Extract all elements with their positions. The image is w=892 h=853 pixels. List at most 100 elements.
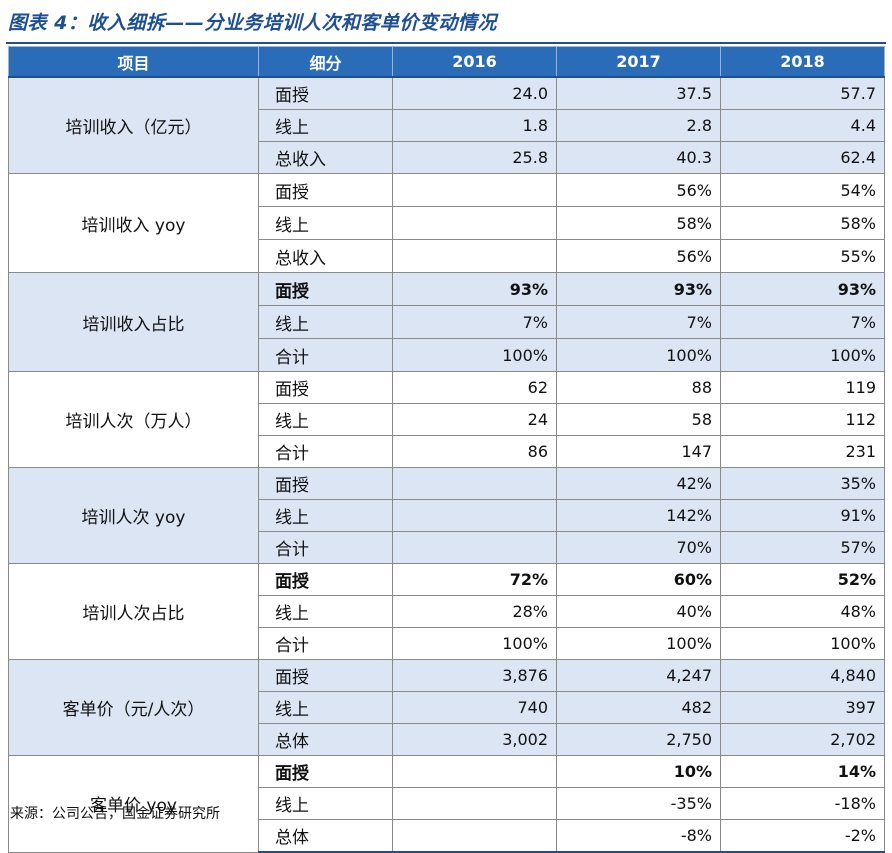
cell-2018: 55% bbox=[720, 239, 885, 273]
row-subitem: 线上 bbox=[258, 595, 393, 628]
table-row: 总收入 25.8 40.3 62.4 bbox=[9, 141, 885, 174]
cell-2018: 91% bbox=[720, 499, 885, 532]
cell-2016 bbox=[392, 206, 557, 240]
row-subitem: 线上 bbox=[258, 787, 393, 820]
cell-2016 bbox=[392, 467, 557, 500]
cell-2016: 3,876 bbox=[392, 659, 557, 692]
figure-title: 图表 4：收入细拆——分业务培训人次和客单价变动情况 bbox=[8, 12, 497, 34]
cell-2016: 28% bbox=[392, 595, 557, 628]
cell-2018: 57.7 bbox=[720, 76, 885, 110]
cell-2017: 482 bbox=[556, 691, 721, 724]
cell-2017: 56% bbox=[556, 239, 721, 273]
cell-2016: 25.8 bbox=[392, 141, 557, 174]
cell-2017: 93% bbox=[556, 272, 721, 306]
cell-2017: 70% bbox=[556, 531, 721, 564]
cell-2018: 397 bbox=[720, 691, 885, 724]
cell-2018: 4,840 bbox=[720, 659, 885, 692]
data-table: 项目 细分 2016 2017 2018 培训收入（亿元） 面授 24.0 37.5 5… bbox=[8, 46, 885, 853]
cell-2016 bbox=[392, 819, 557, 853]
cell-2016 bbox=[392, 787, 557, 820]
table-group: 培训人次（万人） 面授 62 88 119 线上 24 58 112 合计 86 147 231 bbox=[8, 371, 885, 468]
cell-2018: 100% bbox=[720, 627, 885, 660]
cell-2016 bbox=[392, 239, 557, 273]
table-row: 合计 100% 100% 100% bbox=[9, 627, 885, 660]
row-subitem: 面授 bbox=[258, 467, 393, 500]
row-subitem: 合计 bbox=[258, 435, 393, 468]
cell-2017: 60% bbox=[556, 563, 721, 596]
cell-2018: 4.4 bbox=[720, 109, 885, 142]
cell-2016: 93% bbox=[392, 272, 557, 306]
table-row: 线上 24 58 112 bbox=[9, 403, 885, 436]
cell-2017: 100% bbox=[556, 338, 721, 372]
cell-2017: -8% bbox=[556, 819, 721, 853]
group-label: 培训收入（亿元） bbox=[8, 76, 259, 174]
table-row: 线上 7% 7% 7% bbox=[9, 305, 885, 339]
table-group: 培训人次占比 面授 72% 60% 52% 线上 28% 40% 48% 合计 100% 100% 10… bbox=[8, 563, 885, 660]
table-row: 线上 -35% -18% bbox=[9, 787, 885, 820]
cell-2016 bbox=[392, 755, 557, 788]
header-item: 项目 bbox=[8, 46, 259, 78]
cell-2016: 100% bbox=[392, 338, 557, 372]
table-group: 培训人次 yoy 面授 42% 35% 线上 142% 91% 合计 70% 57% bbox=[8, 467, 885, 564]
cell-2017: 2.8 bbox=[556, 109, 721, 142]
group-label: 培训人次 yoy bbox=[8, 467, 259, 564]
row-subitem: 合计 bbox=[258, 627, 393, 660]
row-subitem: 面授 bbox=[258, 659, 393, 692]
row-subitem: 面授 bbox=[258, 563, 393, 596]
table-row: 线上 58% 58% bbox=[9, 206, 885, 240]
group-label: 客单价（元/人次） bbox=[8, 659, 259, 756]
group-label: 培训人次占比 bbox=[8, 563, 259, 660]
row-subitem: 线上 bbox=[258, 691, 393, 724]
source-note: 来源：公司公告，国金证券研究所 bbox=[10, 806, 220, 822]
cell-2016: 86 bbox=[392, 435, 557, 468]
row-subitem: 线上 bbox=[258, 403, 393, 436]
cell-2018: 52% bbox=[720, 563, 885, 596]
table-row: 总体 3,002 2,750 2,702 bbox=[9, 723, 885, 756]
cell-2018: 48% bbox=[720, 595, 885, 628]
row-subitem: 线上 bbox=[258, 206, 393, 240]
cell-2018: 2,702 bbox=[720, 723, 885, 756]
header-row: 项目 细分 2016 2017 2018 bbox=[8, 46, 885, 78]
cell-2018: 57% bbox=[720, 531, 885, 564]
table-group: 培训收入占比 面授 93% 93% 93% 线上 7% 7% 7% 合计 100% 100% 100% bbox=[8, 272, 885, 372]
cell-2018: 112 bbox=[720, 403, 885, 436]
table-row: 培训收入（亿元） 面授 24.0 37.5 57.7 bbox=[8, 76, 885, 174]
group-label: 培训收入占比 bbox=[8, 272, 259, 372]
row-subitem: 总体 bbox=[258, 723, 393, 756]
cell-2017: 58 bbox=[556, 403, 721, 436]
cell-2017: -35% bbox=[556, 787, 721, 820]
row-subitem: 面授 bbox=[258, 272, 393, 306]
cell-2017: 7% bbox=[556, 305, 721, 339]
table-row: 培训收入占比 面授 93% 93% 93% bbox=[8, 272, 885, 372]
group-label: 培训人次（万人） bbox=[8, 371, 259, 468]
cell-2017: 147 bbox=[556, 435, 721, 468]
row-subitem: 合计 bbox=[258, 531, 393, 564]
cell-2017: 37.5 bbox=[556, 76, 721, 110]
cell-2018: 119 bbox=[720, 371, 885, 404]
header-subitem: 细分 bbox=[258, 46, 393, 78]
cell-2017: 88 bbox=[556, 371, 721, 404]
cell-2017: 142% bbox=[556, 499, 721, 532]
cell-2016: 7% bbox=[392, 305, 557, 339]
cell-2018: -2% bbox=[720, 819, 885, 853]
cell-2016: 3,002 bbox=[392, 723, 557, 756]
cell-2017: 40% bbox=[556, 595, 721, 628]
table-row: 总收入 56% 55% bbox=[9, 239, 885, 273]
row-subitem: 面授 bbox=[258, 76, 393, 110]
row-subitem: 合计 bbox=[258, 338, 393, 372]
table-row: 客单价 yoy 面授 10% 14% bbox=[8, 755, 885, 853]
cell-2016: 24.0 bbox=[392, 76, 557, 110]
cell-2016: 72% bbox=[392, 563, 557, 596]
header-2016: 2016 bbox=[392, 46, 557, 78]
cell-2016 bbox=[392, 499, 557, 532]
cell-2018: 7% bbox=[720, 305, 885, 339]
table-row: 客单价（元/人次） 面授 3,876 4,247 4,840 bbox=[8, 659, 885, 756]
cell-2018: 35% bbox=[720, 467, 885, 500]
cell-2016 bbox=[392, 531, 557, 564]
table-group: 客单价（元/人次） 面授 3,876 4,247 4,840 线上 740 482 397 总体 3… bbox=[8, 659, 885, 756]
table-row: 培训收入 yoy 面授 56% 54% bbox=[8, 173, 885, 273]
header-2018: 2018 bbox=[720, 46, 885, 78]
cell-2017: 10% bbox=[556, 755, 721, 788]
cell-2016: 100% bbox=[392, 627, 557, 660]
row-subitem: 线上 bbox=[258, 109, 393, 142]
